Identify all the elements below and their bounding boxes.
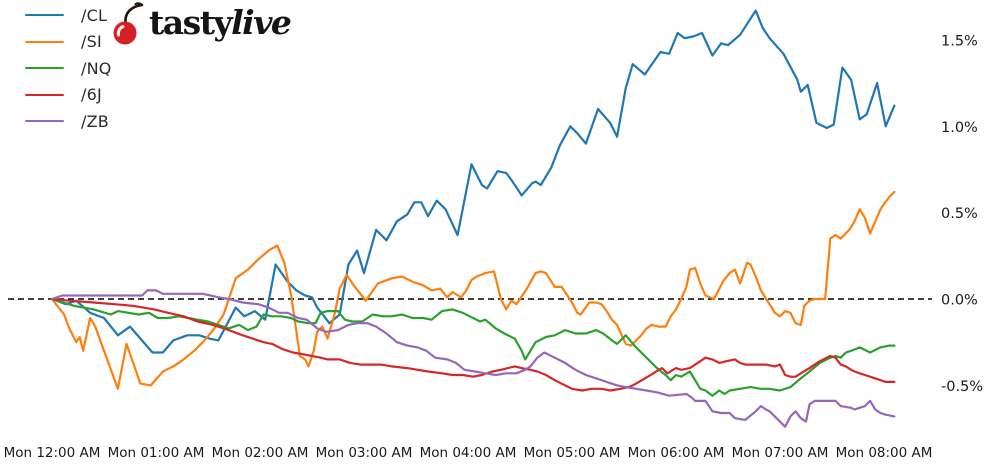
series-line-si — [50, 190, 896, 390]
cl-line-swatch-icon — [25, 14, 64, 17]
legend-item-zb: /ZB — [25, 108, 112, 135]
y-axis-tick-label: 0.5% — [941, 206, 978, 222]
legend-label-cl: /CL — [81, 5, 108, 25]
legend-item-cl: /CL — [25, 2, 112, 29]
legend-item-nq: /NQ — [25, 55, 112, 82]
series-line-nq — [50, 297, 896, 397]
series-line-cl — [50, 9, 896, 354]
series-line-6j — [50, 297, 896, 392]
logo-text-tasty: tasty — [149, 3, 233, 42]
y-axis-tick-label: 1.5% — [941, 33, 978, 49]
legend-item-si: /SI — [25, 29, 112, 56]
tastylive-logo: tastylive — [111, 1, 292, 47]
logo-wordmark: tastylive — [149, 1, 292, 45]
y-axis-tick-label: 0.0% — [941, 293, 978, 309]
series-line-zb — [50, 289, 896, 428]
legend-label-nq: /NQ — [81, 58, 112, 78]
y-axis-tick-label: -0.5% — [941, 379, 983, 395]
zb-line-swatch-icon — [25, 120, 64, 123]
x-axis-tick-label: Mon 03:00 AM — [316, 445, 413, 461]
sixj-line-swatch-icon — [25, 93, 64, 96]
chart-legend: /CL /SI /NQ /6J /ZB — [25, 2, 112, 135]
x-axis-tick-label: Mon 06:00 AM — [628, 445, 725, 461]
legend-label-6j: /6J — [81, 85, 102, 105]
x-axis-tick-label: Mon 05:00 AM — [524, 445, 621, 461]
x-axis-tick-label: Mon 04:00 AM — [420, 445, 517, 461]
x-axis-tick-label: Mon 12:00 AM — [4, 445, 101, 461]
nq-line-swatch-icon — [25, 67, 64, 70]
logo-text-live: live — [231, 3, 292, 42]
si-line-swatch-icon — [25, 40, 64, 43]
legend-label-si: /SI — [81, 32, 102, 52]
x-axis-tick-label: Mon 02:00 AM — [212, 445, 309, 461]
legend-item-6j: /6J — [25, 82, 112, 109]
y-axis-tick-label: 1.0% — [941, 120, 978, 136]
x-axis-tick-label: Mon 07:00 AM — [732, 445, 829, 461]
legend-label-zb: /ZB — [81, 111, 109, 131]
x-axis-tick-label: Mon 08:00 AM — [836, 445, 933, 461]
x-axis-tick-label: Mon 01:00 AM — [108, 445, 205, 461]
cherry-icon — [113, 2, 144, 45]
